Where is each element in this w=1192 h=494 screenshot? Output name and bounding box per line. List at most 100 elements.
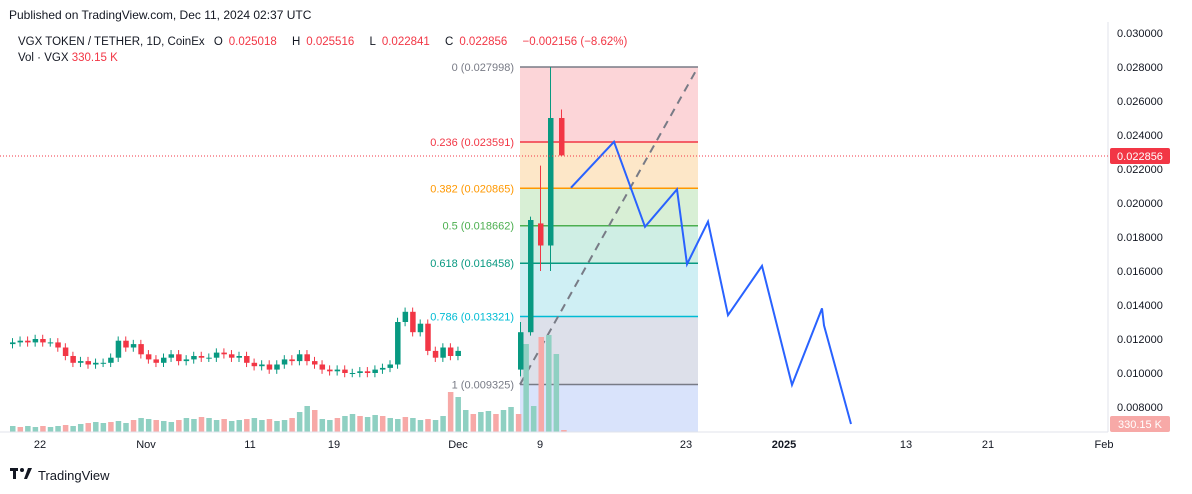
projection-drawing[interactable] xyxy=(570,139,852,425)
time-axis[interactable]: 22 Nov 11 19 Dec 9 23 2025 13 21 Feb xyxy=(34,439,1114,451)
candle-body xyxy=(123,340,129,348)
volume-bar xyxy=(425,419,431,432)
volume-bar xyxy=(47,427,54,432)
price-tick-label: 0.030000 xyxy=(1117,28,1163,40)
volume-bar xyxy=(478,412,484,432)
volume-bar xyxy=(493,414,499,432)
candle-body xyxy=(130,344,137,348)
candle-body xyxy=(559,118,565,156)
volume-bar xyxy=(515,414,522,432)
high-label: H xyxy=(291,36,301,48)
volume-bar xyxy=(266,419,273,432)
candle-body xyxy=(206,357,212,359)
volume-bar xyxy=(183,418,190,432)
volume-bars xyxy=(10,335,567,432)
candle-body xyxy=(236,356,242,358)
volume-badge xyxy=(1110,416,1170,432)
volume-bar xyxy=(115,421,122,432)
time-tick-label: 23 xyxy=(680,439,692,451)
volume-bar xyxy=(32,427,39,432)
candle-body xyxy=(32,339,39,343)
time-tick-label: 22 xyxy=(34,439,46,451)
volume-marker: 330.15 K xyxy=(1110,416,1170,432)
volume-bar xyxy=(93,422,99,432)
candle-body xyxy=(349,373,356,374)
fib-trend-line[interactable] xyxy=(519,66,699,385)
volume-bar xyxy=(432,420,439,432)
volume-bar xyxy=(17,427,24,432)
time-tick-label: Feb xyxy=(1095,439,1114,451)
candle-body xyxy=(342,369,348,373)
volume-label[interactable]: Vol · VGX xyxy=(18,52,69,64)
fib-retracement-drawing[interactable]: 0 (0.027998) 0.236 (0.023591) 0.382 (0.020… xyxy=(430,62,699,432)
time-tick-label: 2025 xyxy=(772,439,796,451)
price-axis[interactable]: 0.030000 0.028000 0.026000 0.024000 0.022000… xyxy=(1117,28,1163,414)
volume-bar xyxy=(100,423,107,432)
volume-value: 330.15 K xyxy=(71,52,118,64)
candle-body xyxy=(402,311,409,322)
candle-body xyxy=(417,323,424,333)
time-tick-label: Dec xyxy=(448,439,468,451)
candle-body xyxy=(528,220,534,333)
candle-body xyxy=(455,350,461,356)
price-tick-label: 0.016000 xyxy=(1117,266,1163,278)
volume-bar xyxy=(296,412,303,432)
fib-zone xyxy=(520,67,698,142)
candle-body xyxy=(387,364,393,368)
footer-brand[interactable]: TradingView xyxy=(10,467,110,483)
volume-bar xyxy=(523,344,529,432)
volume-bar xyxy=(530,406,537,432)
volume-bar xyxy=(553,354,560,432)
candle-body xyxy=(62,347,69,356)
volume-bar xyxy=(508,407,514,432)
candle-body xyxy=(221,352,227,355)
candle-body xyxy=(395,322,401,365)
volume-bar xyxy=(10,426,16,432)
candle-body xyxy=(410,311,416,333)
volume-bar xyxy=(281,420,288,432)
volume-bar xyxy=(440,416,446,432)
fib-level-label: 0.236 (0.023591) xyxy=(430,137,514,149)
volume-bar xyxy=(417,420,424,432)
volume-bar xyxy=(349,414,356,432)
volume-bar xyxy=(447,392,454,432)
volume-bar xyxy=(334,418,341,432)
volume-bar xyxy=(176,420,182,432)
volume-bar xyxy=(161,421,167,432)
volume-bar xyxy=(357,416,363,432)
candle-body xyxy=(266,364,273,370)
volume-bar xyxy=(327,420,333,432)
price-tick-label: 0.024000 xyxy=(1117,130,1163,142)
time-tick-label: 19 xyxy=(328,439,340,451)
volume-bar xyxy=(312,410,318,432)
candle-body xyxy=(176,354,182,362)
volume-bar xyxy=(500,410,507,432)
candle-body xyxy=(357,371,363,373)
projection-path-line[interactable] xyxy=(570,139,852,425)
candle-body xyxy=(93,362,99,365)
symbol-name[interactable]: VGX TOKEN / TETHER, 1D, CoinEx xyxy=(18,36,205,48)
fib-level-label: 0.786 (0.013321) xyxy=(430,312,514,324)
price-tick-label: 0.018000 xyxy=(1117,232,1163,244)
volume-bar xyxy=(251,418,258,432)
volume-badge-text: 330.15 K xyxy=(1118,419,1163,431)
fib-zone xyxy=(520,263,698,317)
volume-bar xyxy=(259,420,265,432)
low-value: 0.022841 xyxy=(381,36,430,48)
volume-bar xyxy=(470,414,477,432)
time-tick-label: 9 xyxy=(537,439,543,451)
volume-bar xyxy=(77,424,84,432)
price-tick-label: 0.022000 xyxy=(1117,164,1163,176)
time-tick-label: Nov xyxy=(136,439,156,451)
candle-body xyxy=(244,356,250,363)
candle-body xyxy=(296,354,303,362)
candle-body xyxy=(289,359,295,362)
close-value: 0.022856 xyxy=(459,36,508,48)
volume-bar xyxy=(410,418,416,432)
volume-bar xyxy=(123,423,129,432)
volume-legend: Vol · VGX 330.15 K xyxy=(18,52,118,64)
price-tick-label: 0.028000 xyxy=(1117,62,1163,74)
candle-body xyxy=(548,118,554,246)
volume-bar xyxy=(168,422,175,432)
